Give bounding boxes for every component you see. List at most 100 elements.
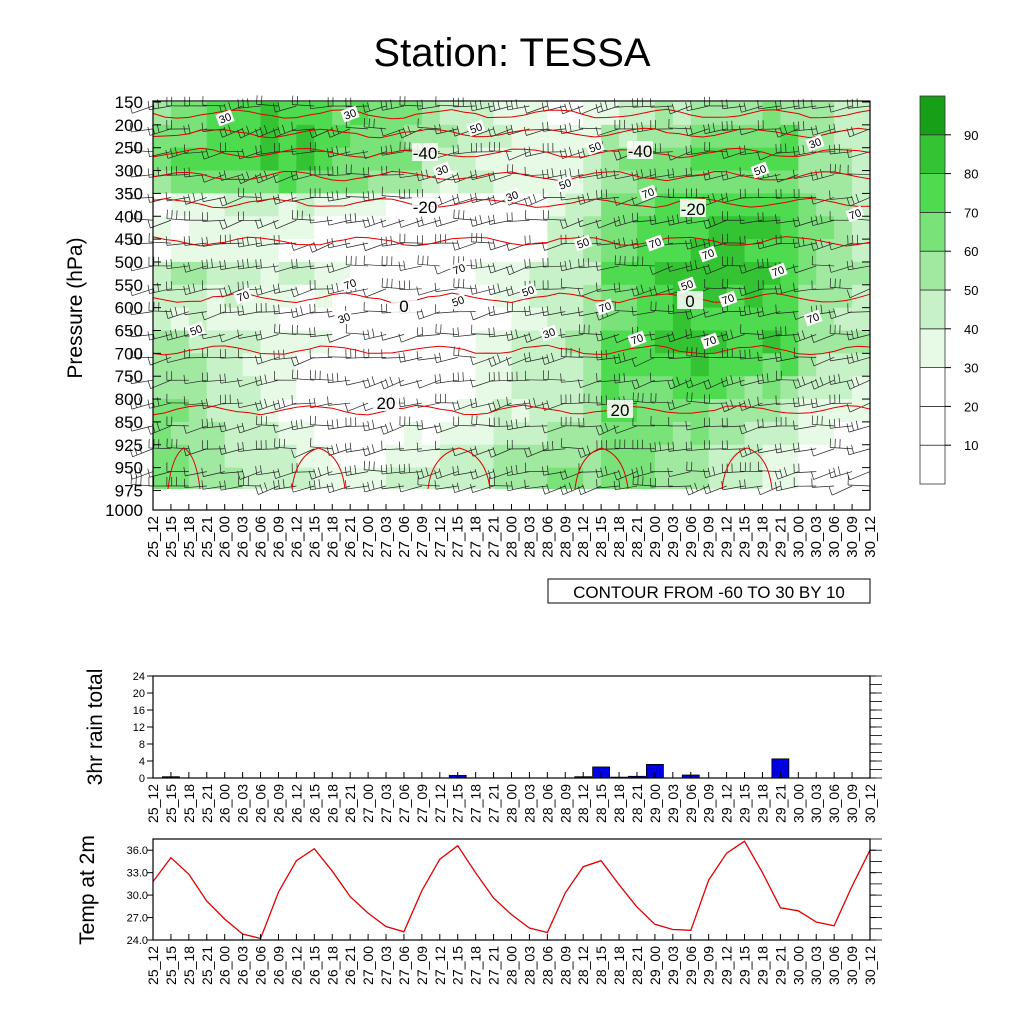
wind-barb (416, 442, 440, 452)
rh-fill-cell (690, 399, 710, 423)
wind-barb (183, 262, 207, 273)
rh-fill-cell (332, 239, 351, 263)
rh-fill-cell (565, 193, 584, 217)
wind-barb (165, 259, 189, 270)
wind-barb (326, 190, 351, 202)
wind-barb (291, 324, 315, 335)
time-tick-label: 30_03 (808, 784, 824, 823)
wind-barb (614, 119, 637, 130)
temperature-contour (152, 344, 871, 356)
wind-barb (757, 444, 781, 454)
wind-barb (309, 242, 333, 253)
wind-barb (667, 262, 691, 272)
rh-fill-cell (511, 421, 530, 446)
rh-fill-cell (260, 170, 279, 194)
rh-fill-cell (332, 170, 351, 194)
wind-barb (291, 395, 315, 405)
wind-barb (757, 120, 781, 130)
wind-barb (309, 303, 333, 314)
wind-barb (577, 379, 602, 389)
wind-barb (344, 464, 369, 476)
rh-contour-label: 70 (645, 234, 665, 252)
rh-fill-cell (421, 307, 441, 331)
rh-fill-cell (708, 170, 728, 194)
time-axis-main: 25_12 25_15 25_18 25_21 26_00 26_03 26_06 26_09… (145, 504, 879, 558)
wind-barb (362, 376, 387, 389)
rh-fill-cell (547, 444, 566, 469)
wind-barb (219, 195, 243, 207)
rh-fill-cell (798, 284, 817, 309)
colorbar-label: 90 (964, 128, 978, 143)
rh-fill-cell (726, 170, 746, 194)
temperature-contours (152, 108, 871, 490)
rh-contour-label: 30 (502, 187, 522, 205)
rh-fill-cell (206, 193, 226, 217)
wind-barb (183, 374, 207, 385)
wind-barb (274, 438, 297, 450)
wind-barb (398, 218, 422, 228)
temperature-contour-dome (427, 447, 491, 490)
wind-barb (792, 264, 817, 274)
svg-text:-20: -20 (413, 198, 438, 217)
wind-barb (559, 146, 584, 159)
rh-fill-cell (386, 444, 405, 469)
rh-fill-cell (314, 216, 333, 240)
rh-fill-cell (368, 239, 387, 263)
time-tick-label: 27_03 (378, 784, 394, 823)
wind-barb (722, 211, 745, 221)
wind-barb (201, 192, 225, 202)
rh-fill-cell (296, 353, 315, 377)
wind-barb (650, 462, 673, 473)
rh-fill-cell (260, 193, 279, 217)
wind-barb (541, 352, 566, 365)
wind-barb (650, 392, 673, 404)
wind-barb (434, 422, 458, 434)
wind-barb (470, 356, 494, 366)
wind-barb (595, 126, 620, 136)
rh-fill-cell (260, 284, 279, 309)
svg-text:70: 70 (806, 311, 822, 326)
wind-barb (291, 121, 315, 132)
wind-barb (272, 102, 297, 113)
wind-barb (255, 303, 279, 313)
rh-fill-cell (493, 421, 512, 446)
time-tick-label: 26_09 (270, 516, 287, 558)
wind-barb (345, 417, 369, 427)
wind-barb (703, 308, 727, 318)
temperature-frame (152, 838, 871, 941)
rh-fill-cell (224, 239, 244, 263)
time-tick-label: 26_03 (235, 946, 251, 985)
time-tick-label: 27_12 (432, 516, 449, 558)
wind-barb (810, 471, 835, 480)
contour-annotation-box (547, 578, 871, 604)
wind-barb (326, 125, 351, 138)
wind-barb (470, 258, 494, 270)
wind-barb (506, 396, 530, 407)
pressure-tick-label: 400 (115, 207, 143, 226)
rh-fill-cell (762, 193, 781, 217)
wind-barb (685, 125, 709, 137)
rh-fill-cell (565, 421, 584, 446)
wind-barb (326, 262, 351, 273)
wind-barb (380, 479, 404, 490)
rh-colorbar: 10 20 30 40 50 60 70 80 90 (919, 95, 978, 485)
time-tick-label: 30_03 (808, 946, 824, 985)
wind-barb (471, 142, 494, 153)
rh-fill-cell (780, 353, 799, 377)
wind-barb (739, 398, 763, 411)
time-tick-label: 30_12 (862, 946, 878, 985)
wind-barb (775, 351, 799, 362)
rh-fill-cell (188, 376, 208, 400)
wind-barb (183, 305, 207, 316)
rh-fill-cell (852, 421, 871, 446)
wind-barb (524, 462, 548, 473)
wind-barb (649, 331, 673, 341)
colorbar-swatch (919, 211, 946, 252)
time-tick-label: 30_09 (844, 784, 860, 823)
time-tick-label: 25_18 (181, 946, 197, 985)
rh-fill-cell (224, 216, 244, 240)
wind-barb (721, 375, 745, 388)
rh-fill-cell (547, 261, 566, 286)
rh-fill-cell (744, 307, 763, 331)
time-tick-label: 30_00 (790, 946, 806, 985)
